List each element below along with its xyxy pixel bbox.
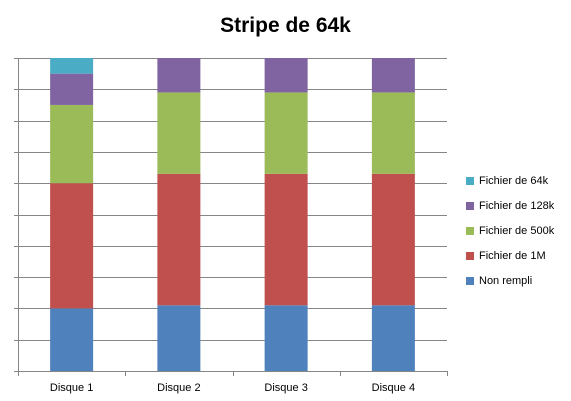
x-tick-label: Disque 2 (157, 382, 200, 394)
legend-item: Fichier de 500k (466, 218, 554, 243)
legend-swatch (466, 201, 474, 210)
bar-fichier-de-64k-1 (50, 58, 94, 74)
bar-fichier-de-128k-3 (264, 58, 308, 93)
legend: Fichier de 64k Fichier de 128k Fichier de … (466, 168, 554, 293)
legend-label: Fichier de 64k (479, 174, 549, 187)
legend-item: Fichier de 64k (466, 168, 554, 193)
bar-fichier-de-500k-4 (371, 92, 415, 174)
bar-non-rempli-2 (157, 305, 201, 371)
legend-label: Non rempli (479, 274, 533, 287)
legend-item: Non rempli (466, 268, 554, 293)
bar-fichier-de-1m-3 (264, 173, 308, 306)
legend-swatch (466, 251, 474, 260)
bar-fichier-de-1m-2 (157, 173, 201, 306)
legend-label: Fichier de 500k (479, 224, 555, 237)
bar-fichier-de-1m-1 (50, 183, 94, 309)
bar-fichier-de-500k-3 (264, 92, 308, 174)
x-tick-label: Disque 1 (50, 382, 93, 394)
x-tick-label: Disque 3 (264, 382, 307, 394)
legend-swatch (466, 226, 474, 235)
bar-fichier-de-128k-4 (371, 58, 415, 93)
bar-fichier-de-500k-1 (50, 104, 94, 184)
bar-non-rempli-1 (50, 308, 94, 371)
x-tick-label: Disque 4 (372, 382, 415, 394)
legend-item: Fichier de 128k (466, 193, 554, 218)
legend-label: Fichier de 128k (479, 199, 555, 212)
legend-swatch (466, 176, 474, 185)
legend-label: Fichier de 1M (479, 249, 546, 262)
bar-non-rempli-3 (264, 305, 308, 371)
bar-fichier-de-128k-1 (50, 73, 94, 105)
bar-fichier-de-128k-2 (157, 58, 201, 93)
bar-non-rempli-4 (371, 305, 415, 371)
bar-fichier-de-500k-2 (157, 92, 201, 174)
legend-item: Fichier de 1M (466, 243, 554, 268)
chart-title: Stripe de 64k (220, 14, 351, 37)
legend-swatch (466, 276, 474, 285)
bar-fichier-de-1m-4 (371, 173, 415, 306)
